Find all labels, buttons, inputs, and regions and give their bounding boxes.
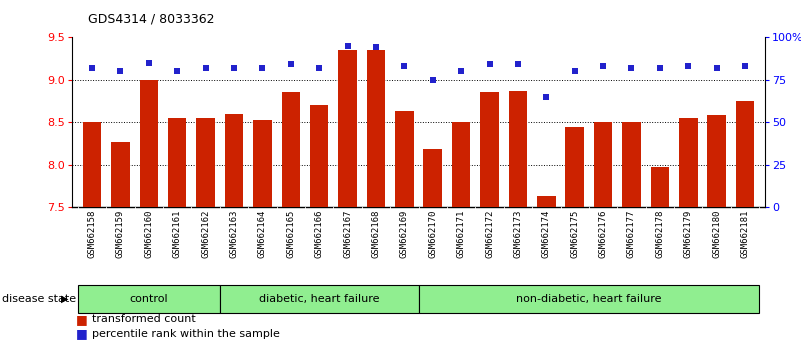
Text: ■: ■ xyxy=(76,327,88,340)
Text: GSM662177: GSM662177 xyxy=(627,210,636,258)
Text: GSM662179: GSM662179 xyxy=(684,210,693,258)
Text: GSM662163: GSM662163 xyxy=(229,210,239,258)
Text: control: control xyxy=(130,294,168,304)
Text: ■: ■ xyxy=(76,313,88,326)
Bar xyxy=(452,122,470,207)
Bar xyxy=(481,92,499,207)
Text: diabetic, heart failure: diabetic, heart failure xyxy=(259,294,380,304)
Bar xyxy=(219,285,419,313)
Bar xyxy=(78,285,219,313)
Bar xyxy=(253,120,272,207)
Text: GSM662161: GSM662161 xyxy=(173,210,182,258)
Text: GSM662173: GSM662173 xyxy=(513,210,522,258)
Bar xyxy=(168,118,187,207)
Text: GSM662174: GSM662174 xyxy=(541,210,551,258)
Text: GSM662158: GSM662158 xyxy=(87,210,96,258)
Bar xyxy=(418,285,759,313)
Text: GSM662165: GSM662165 xyxy=(286,210,296,258)
Bar xyxy=(83,122,101,207)
Bar xyxy=(566,127,584,207)
Text: GSM662164: GSM662164 xyxy=(258,210,267,258)
Bar xyxy=(679,118,698,207)
Text: GSM662176: GSM662176 xyxy=(598,210,608,258)
Text: GSM662169: GSM662169 xyxy=(400,210,409,258)
Bar xyxy=(225,114,244,207)
Text: GSM662167: GSM662167 xyxy=(343,210,352,258)
Bar xyxy=(424,149,442,207)
Text: disease state: disease state xyxy=(2,294,77,304)
Bar xyxy=(139,80,158,207)
Text: GSM662160: GSM662160 xyxy=(144,210,153,258)
Bar xyxy=(338,50,356,207)
Text: GSM662178: GSM662178 xyxy=(655,210,664,258)
Text: GSM662170: GSM662170 xyxy=(429,210,437,258)
Bar xyxy=(367,50,385,207)
Bar xyxy=(650,167,669,207)
Bar xyxy=(537,196,556,207)
Bar xyxy=(196,118,215,207)
Bar xyxy=(310,105,328,207)
Text: GSM662172: GSM662172 xyxy=(485,210,494,258)
Bar xyxy=(736,101,755,207)
Bar xyxy=(509,91,527,207)
Text: GSM662180: GSM662180 xyxy=(712,210,721,258)
Text: GSM662181: GSM662181 xyxy=(741,210,750,258)
Text: GDS4314 / 8033362: GDS4314 / 8033362 xyxy=(88,12,215,25)
Text: GSM662159: GSM662159 xyxy=(116,210,125,258)
Bar xyxy=(707,115,726,207)
Bar xyxy=(111,142,130,207)
Text: GSM662171: GSM662171 xyxy=(457,210,465,258)
Text: ▶: ▶ xyxy=(61,294,68,304)
Text: GSM662168: GSM662168 xyxy=(372,210,380,258)
Bar xyxy=(281,92,300,207)
Text: GSM662162: GSM662162 xyxy=(201,210,210,258)
Text: percentile rank within the sample: percentile rank within the sample xyxy=(92,329,280,339)
Bar xyxy=(395,111,413,207)
Bar xyxy=(622,122,641,207)
Bar xyxy=(594,122,612,207)
Text: GSM662175: GSM662175 xyxy=(570,210,579,258)
Text: transformed count: transformed count xyxy=(92,314,196,325)
Text: GSM662166: GSM662166 xyxy=(315,210,324,258)
Text: non-diabetic, heart failure: non-diabetic, heart failure xyxy=(516,294,662,304)
